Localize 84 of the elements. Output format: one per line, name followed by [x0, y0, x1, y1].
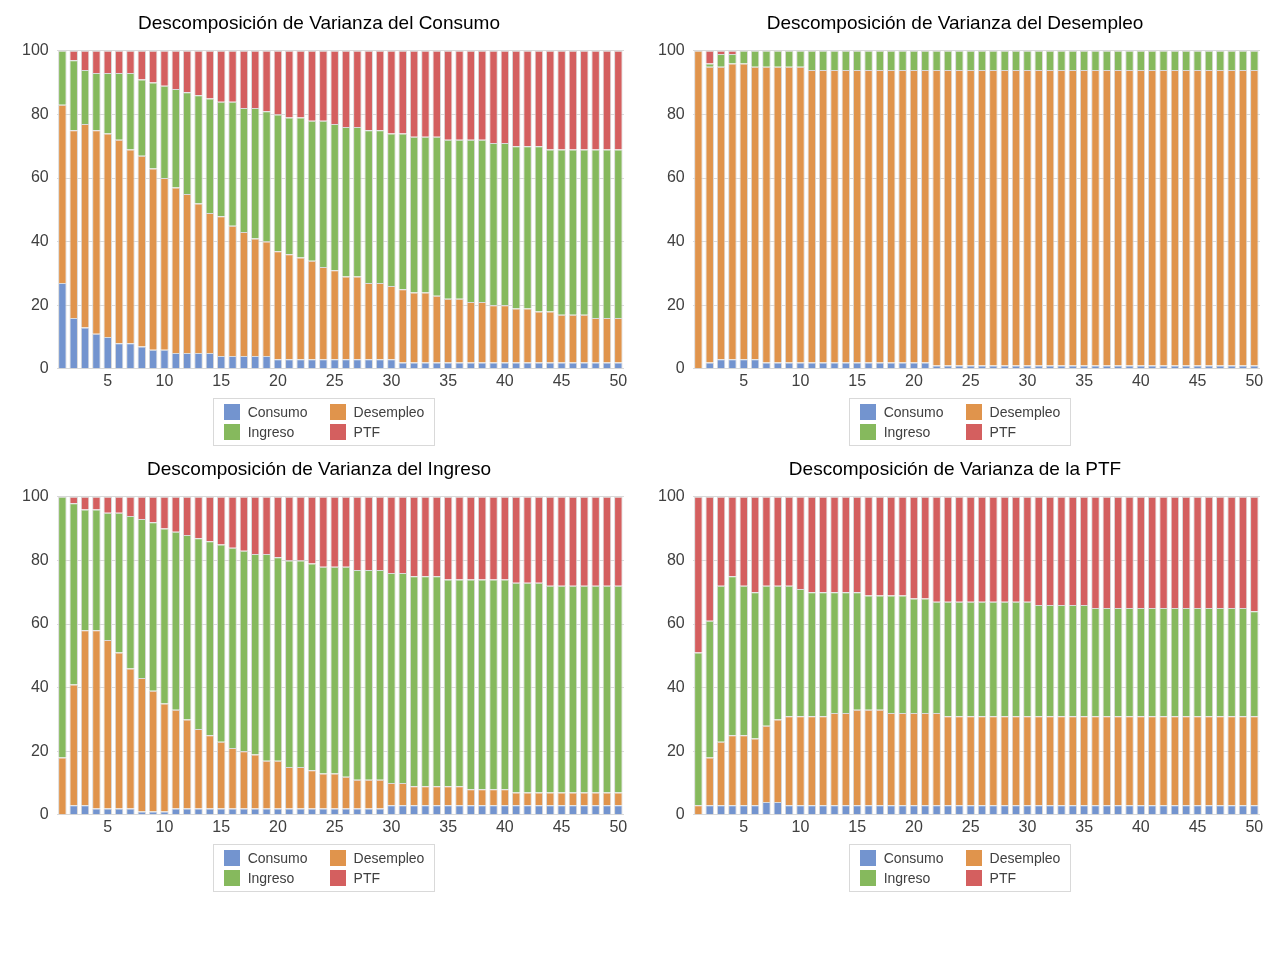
y-tick-label: 100 [657, 487, 685, 505]
y-tick-label: 40 [666, 232, 685, 250]
x-tick-label: 35 [1075, 371, 1094, 389]
x-tick-label: 45 [552, 371, 571, 389]
y-tick-label: 60 [30, 614, 49, 632]
x-tick-label: 50 [1245, 817, 1264, 835]
chart-title: Descomposición de Varianza del Ingreso [147, 457, 491, 479]
x-tick-label: 10 [155, 817, 174, 835]
x-tick-label: 15 [212, 371, 231, 389]
x-tick-label: 20 [269, 817, 287, 835]
y-tick-label: 60 [30, 168, 49, 186]
x-tick-label: 40 [1131, 817, 1150, 835]
legend-label: Desempleo [989, 850, 1061, 866]
x-tick-label: 20 [905, 371, 923, 389]
x-tick-label: 50 [609, 371, 628, 389]
legend-label: PTF [989, 870, 1016, 886]
x-tick-label: 10 [791, 371, 810, 389]
y-tick-label: 0 [39, 359, 49, 377]
x-tick-label: 15 [212, 817, 231, 835]
y-tick-label: 0 [39, 805, 49, 823]
x-tick-label: 25 [961, 817, 980, 835]
legend-label: Consumo [883, 850, 944, 866]
legend-label: Ingreso [883, 870, 931, 886]
x-tick-label: 25 [325, 817, 344, 835]
x-tick-label: 30 [1018, 817, 1037, 835]
x-tick-label: 30 [382, 817, 401, 835]
legend-label: Ingreso [883, 424, 931, 440]
y-tick-label: 20 [30, 295, 49, 313]
x-tick-label: 25 [961, 371, 980, 389]
y-tick-label: 80 [30, 550, 49, 568]
x-tick-label: 35 [439, 817, 458, 835]
y-tick-label: 100 [657, 41, 685, 59]
x-tick-label: 5 [739, 817, 749, 835]
x-tick-label: 30 [1018, 371, 1037, 389]
y-tick-label: 40 [30, 678, 49, 696]
legend-label: Consumo [883, 404, 944, 420]
legend-label: Ingreso [247, 424, 295, 440]
x-tick-label: 20 [905, 817, 923, 835]
x-tick-label: 35 [1075, 817, 1094, 835]
y-tick-label: 0 [675, 805, 685, 823]
x-tick-label: 30 [382, 371, 401, 389]
x-tick-label: 5 [103, 817, 113, 835]
y-tick-label: 80 [30, 104, 49, 122]
chart-title: Descomposición de Varianza del Desempleo [766, 11, 1144, 33]
y-tick-label: 0 [675, 359, 685, 377]
x-tick-label: 15 [848, 371, 867, 389]
y-tick-label: 20 [30, 741, 49, 759]
x-tick-label: 45 [552, 817, 571, 835]
x-tick-label: 40 [495, 817, 514, 835]
x-tick-label: 5 [739, 371, 749, 389]
chart-title: Descomposición de Varianza de la PTF [788, 457, 1122, 479]
chart-title: Descomposición de Varianza del Consumo [138, 11, 500, 33]
x-tick-label: 40 [1131, 371, 1150, 389]
legend-label: Ingreso [247, 870, 295, 886]
x-tick-label: 45 [1188, 817, 1207, 835]
y-tick-label: 60 [666, 614, 685, 632]
y-tick-label: 40 [30, 232, 49, 250]
legend-label: PTF [989, 424, 1016, 440]
y-tick-label: 80 [666, 550, 685, 568]
legend-label: PTF [353, 424, 380, 440]
y-tick-label: 60 [666, 168, 685, 186]
x-tick-label: 10 [791, 817, 810, 835]
y-tick-label: 100 [21, 487, 49, 505]
x-tick-label: 50 [609, 817, 628, 835]
legend-label: Desempleo [353, 850, 425, 866]
y-tick-label: 20 [666, 741, 685, 759]
legend-label: Consumo [247, 404, 308, 420]
y-tick-label: 40 [666, 678, 685, 696]
x-tick-label: 5 [103, 371, 113, 389]
x-tick-label: 45 [1188, 371, 1207, 389]
x-tick-label: 25 [325, 371, 344, 389]
x-tick-label: 10 [155, 371, 174, 389]
x-tick-label: 35 [439, 371, 458, 389]
x-tick-label: 15 [848, 817, 867, 835]
legend-label: Consumo [247, 850, 308, 866]
legend-label: Desempleo [353, 404, 425, 420]
legend-label: PTF [353, 870, 380, 886]
x-tick-label: 50 [1245, 371, 1264, 389]
x-tick-label: 20 [269, 371, 287, 389]
legend-label: Desempleo [989, 404, 1061, 420]
y-tick-label: 100 [21, 41, 49, 59]
y-tick-label: 20 [666, 295, 685, 313]
y-tick-label: 80 [666, 104, 685, 122]
x-tick-label: 40 [495, 371, 514, 389]
